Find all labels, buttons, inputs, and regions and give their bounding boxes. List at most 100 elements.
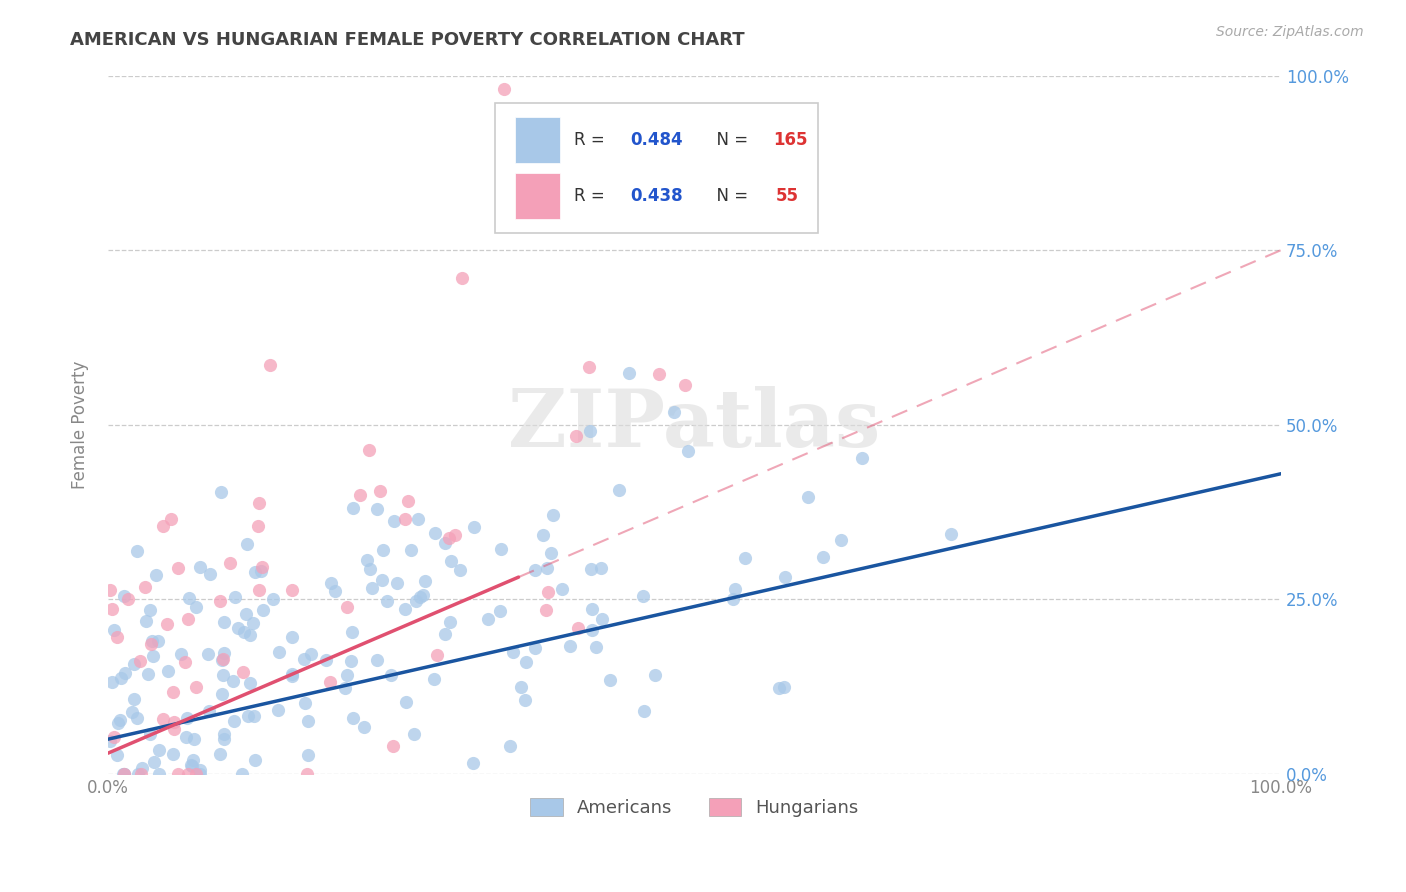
Point (245, 754, 267, 768)
Point (239, 628, 262, 642)
Point (581, 561, 603, 575)
Point (406, 512, 429, 526)
Point (177, 612, 200, 626)
Point (581, 602, 603, 616)
Point (631, 589, 654, 603)
Point (247, 518, 270, 533)
Point (167, 561, 190, 575)
Point (145, 568, 167, 582)
Point (599, 673, 621, 687)
Point (565, 429, 588, 443)
Point (231, 665, 253, 679)
Point (449, 563, 471, 577)
Point (409, 590, 432, 604)
Point (170, 647, 193, 661)
Point (129, 767, 152, 781)
Point (212, 646, 235, 660)
Point (252, 603, 274, 617)
Point (98, 582, 121, 597)
Point (105, 747, 128, 762)
Point (644, 667, 666, 681)
Point (122, 691, 145, 706)
Point (101, 602, 124, 616)
Point (176, 767, 198, 781)
Point (141, 634, 163, 648)
Text: 0.484: 0.484 (630, 131, 682, 149)
Point (134, 580, 156, 594)
Point (560, 639, 582, 653)
Point (183, 732, 205, 747)
Point (163, 714, 186, 729)
Point (157, 664, 180, 678)
Point (267, 703, 290, 717)
Point (162, 685, 184, 699)
Point (939, 527, 962, 541)
Point (399, 543, 422, 558)
Text: R =: R = (574, 187, 610, 205)
Bar (515, 174, 560, 219)
Point (211, 653, 233, 667)
Point (139, 727, 162, 741)
Point (439, 531, 461, 545)
Point (152, 712, 174, 726)
Point (259, 358, 281, 372)
Point (356, 552, 378, 566)
Point (339, 654, 361, 668)
Point (188, 767, 211, 781)
Point (127, 767, 149, 781)
Text: AMERICAN VS HUNGARIAN FEMALE POVERTY CORRELATION CHART: AMERICAN VS HUNGARIAN FEMALE POVERTY COR… (70, 31, 745, 49)
Point (353, 719, 375, 733)
Point (540, 545, 562, 559)
Point (110, 671, 132, 685)
Point (136, 667, 159, 681)
Point (297, 748, 319, 763)
Point (721, 592, 744, 607)
Point (768, 681, 790, 695)
Text: 0.438: 0.438 (630, 187, 682, 205)
Point (319, 675, 342, 690)
Point (477, 612, 499, 626)
Point (243, 709, 266, 723)
Point (423, 525, 446, 540)
Point (200, 566, 222, 581)
Point (323, 584, 346, 599)
Point (349, 488, 371, 502)
Point (433, 627, 456, 641)
Point (531, 528, 554, 542)
Text: 165: 165 (773, 131, 807, 149)
Legend: Americans, Hungarians: Americans, Hungarians (523, 790, 866, 824)
Point (494, 82, 516, 96)
Point (335, 681, 357, 695)
Point (382, 739, 405, 754)
Point (211, 687, 233, 701)
Point (103, 623, 125, 637)
Point (359, 442, 381, 457)
Point (509, 681, 531, 695)
Point (336, 600, 359, 615)
Point (174, 656, 197, 670)
Point (463, 520, 485, 534)
Point (131, 761, 153, 775)
Point (250, 559, 273, 574)
Point (489, 604, 512, 618)
Point (100, 675, 122, 690)
Point (292, 652, 315, 666)
Y-axis label: Female Poverty: Female Poverty (72, 360, 89, 489)
Point (167, 767, 190, 781)
Point (297, 714, 319, 728)
Point (176, 711, 198, 725)
Point (148, 743, 170, 757)
Point (111, 767, 134, 781)
Point (536, 561, 558, 575)
Point (342, 501, 364, 516)
Point (198, 704, 221, 718)
Text: Source: ZipAtlas.com: Source: ZipAtlas.com (1216, 25, 1364, 39)
Point (440, 554, 463, 568)
Point (112, 767, 135, 781)
Point (426, 648, 449, 662)
Point (107, 715, 129, 730)
Point (242, 616, 264, 631)
Point (550, 582, 572, 597)
Point (413, 574, 436, 589)
Point (384, 514, 406, 528)
